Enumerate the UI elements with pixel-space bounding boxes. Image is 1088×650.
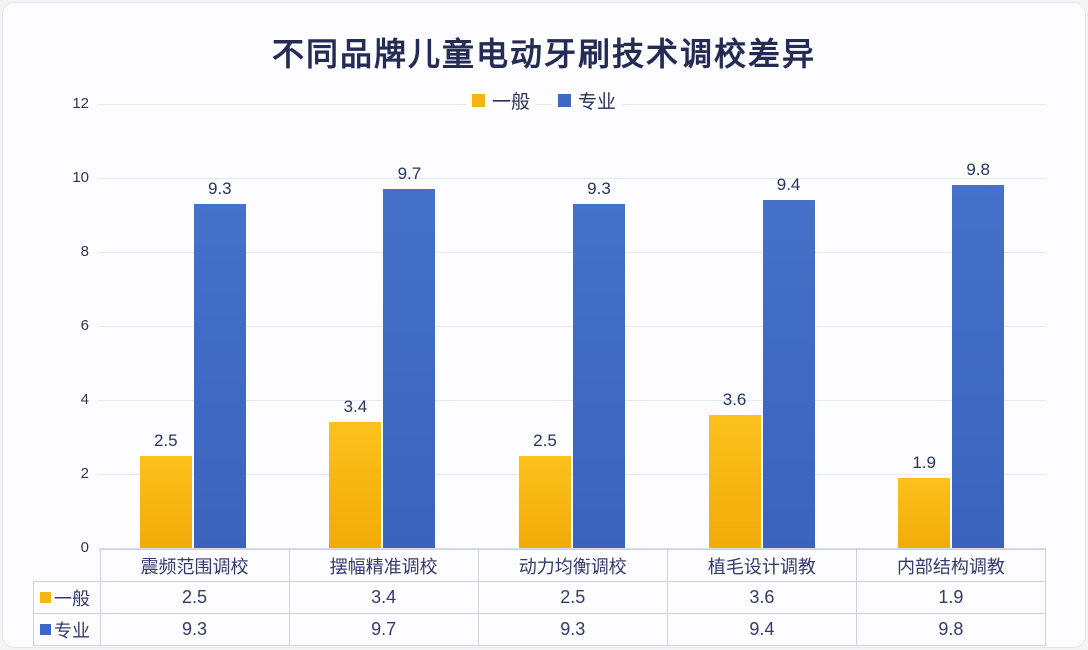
bar-专业 (952, 185, 1005, 548)
bar-data-label: 3.6 (722, 389, 747, 409)
table-legend-swatch-icon (40, 592, 51, 603)
table-value-cell: 3.4 (288, 581, 479, 614)
bar-data-label: 3.4 (343, 397, 368, 417)
table-series-header-inner: 专业 (34, 617, 99, 643)
bar-group: 3.4 9.7 (288, 104, 478, 548)
gridline (98, 178, 1046, 179)
bar-groups: 2.5 9.3 3.4 9.7 2.5 9.3 3.6 9.4 1.9 9.8 (98, 104, 1046, 548)
table-series-header: 一般 (33, 581, 101, 614)
y-axis-tick-label: 4 (80, 391, 89, 408)
bar-一般 (898, 477, 951, 548)
table-value-cell: 9.7 (288, 613, 479, 646)
bar-group: 2.5 9.3 (477, 104, 667, 548)
bar-wrap: 9.3 (572, 179, 625, 548)
legend-label: 专业 (578, 92, 617, 113)
table-category-row: 震频范围调校 摆幅精准调校 动力均衡调校 植毛设计调教 内部结构调教 (33, 549, 1047, 582)
table-value-cell: 1.9 (855, 581, 1047, 614)
legend-item: 一般 (465, 87, 536, 114)
table-category-cell: 摆幅精准调校 (288, 549, 479, 582)
bar-专业 (572, 203, 625, 548)
bar-一般 (329, 422, 382, 548)
bar-group: 1.9 9.8 (856, 104, 1046, 548)
table-category-cell: 植毛设计调教 (666, 549, 857, 582)
table-value-cell: 9.8 (855, 613, 1047, 646)
bar-wrap: 9.3 (193, 179, 246, 548)
bar-专业 (762, 200, 815, 548)
table-corner-cell (33, 549, 101, 582)
table-value-cell: 9.3 (99, 613, 290, 646)
gridline (98, 474, 1046, 475)
y-axis-tick-label: 12 (72, 95, 89, 112)
bar-data-label: 2.5 (533, 430, 557, 450)
bar-wrap: 9.8 (952, 160, 1005, 548)
bar-group: 2.5 9.3 (98, 104, 288, 548)
legend-swatch-icon (471, 94, 485, 107)
table-category-cell: 内部结构调教 (855, 549, 1047, 582)
bar-wrap: 2.5 (518, 431, 571, 548)
bar-wrap: 2.5 (139, 431, 192, 548)
bar-data-label: 9.8 (966, 160, 990, 180)
table-series-row: 专业 9.3 9.7 9.3 9.4 9.8 (33, 613, 1047, 646)
bar-专业 (383, 189, 436, 548)
gridline (98, 326, 1046, 327)
data-table: 震频范围调校 摆幅精准调校 动力均衡调校 植毛设计调教 内部结构调教一般 2.5 3.4 2.… (33, 549, 1047, 646)
bar-wrap: 3.4 (329, 397, 382, 548)
gridline (98, 400, 1046, 401)
legend-swatch-icon (558, 94, 571, 107)
plot-area: 2.5 9.3 3.4 9.7 2.5 9.3 3.6 9.4 1.9 9.8 (98, 104, 1046, 549)
table-value-cell: 3.6 (666, 581, 857, 614)
bar-data-label: 9.3 (587, 178, 611, 198)
bar-wrap: 3.6 (708, 390, 761, 548)
y-axis-tick-label: 6 (80, 317, 89, 334)
bar-一般 (518, 455, 571, 548)
table-category-cell: 动力均衡调校 (477, 549, 668, 582)
table-series-row: 一般 2.5 3.4 2.5 3.6 1.9 (33, 581, 1047, 614)
gridline (98, 548, 1046, 549)
table-series-header: 专业 (33, 613, 101, 646)
bar-wrap: 9.4 (762, 175, 815, 548)
bar-wrap: 1.9 (898, 453, 951, 548)
gridline (98, 252, 1046, 253)
y-axis-tick-label: 10 (72, 169, 89, 186)
table-series-header-inner: 一般 (34, 585, 99, 611)
table-series-name: 专业 (54, 620, 90, 641)
bar-data-label: 9.7 (397, 164, 422, 184)
chart-legend: 一般 专业 (3, 87, 1085, 114)
bar-group: 3.6 9.4 (667, 104, 857, 548)
table-series-name: 一般 (54, 588, 90, 609)
table-value-cell: 2.5 (477, 581, 668, 614)
table-value-cell: 2.5 (99, 581, 290, 614)
table-value-cell: 9.3 (477, 613, 668, 646)
bar-专业 (193, 203, 246, 548)
table-category-cell: 震频范围调校 (99, 549, 290, 582)
bar-一般 (708, 414, 761, 548)
bar-data-label: 9.3 (207, 178, 232, 198)
y-axis-tick-label: 2 (80, 465, 89, 482)
table-value-cell: 9.4 (666, 613, 857, 646)
bar-wrap: 9.7 (383, 164, 436, 548)
legend-label: 一般 (491, 92, 530, 113)
bar-一般 (139, 455, 192, 548)
y-axis-tick-label: 0 (80, 539, 89, 556)
table-legend-swatch-icon (40, 624, 51, 635)
bar-data-label: 9.4 (776, 175, 801, 195)
bar-data-label: 1.9 (912, 452, 936, 472)
legend-item: 专业 (552, 87, 623, 114)
bar-data-label: 2.5 (153, 430, 178, 450)
y-axis-tick-label: 8 (80, 243, 89, 260)
chart-title: 不同品牌儿童电动牙刷技术调校差异 (271, 36, 816, 72)
